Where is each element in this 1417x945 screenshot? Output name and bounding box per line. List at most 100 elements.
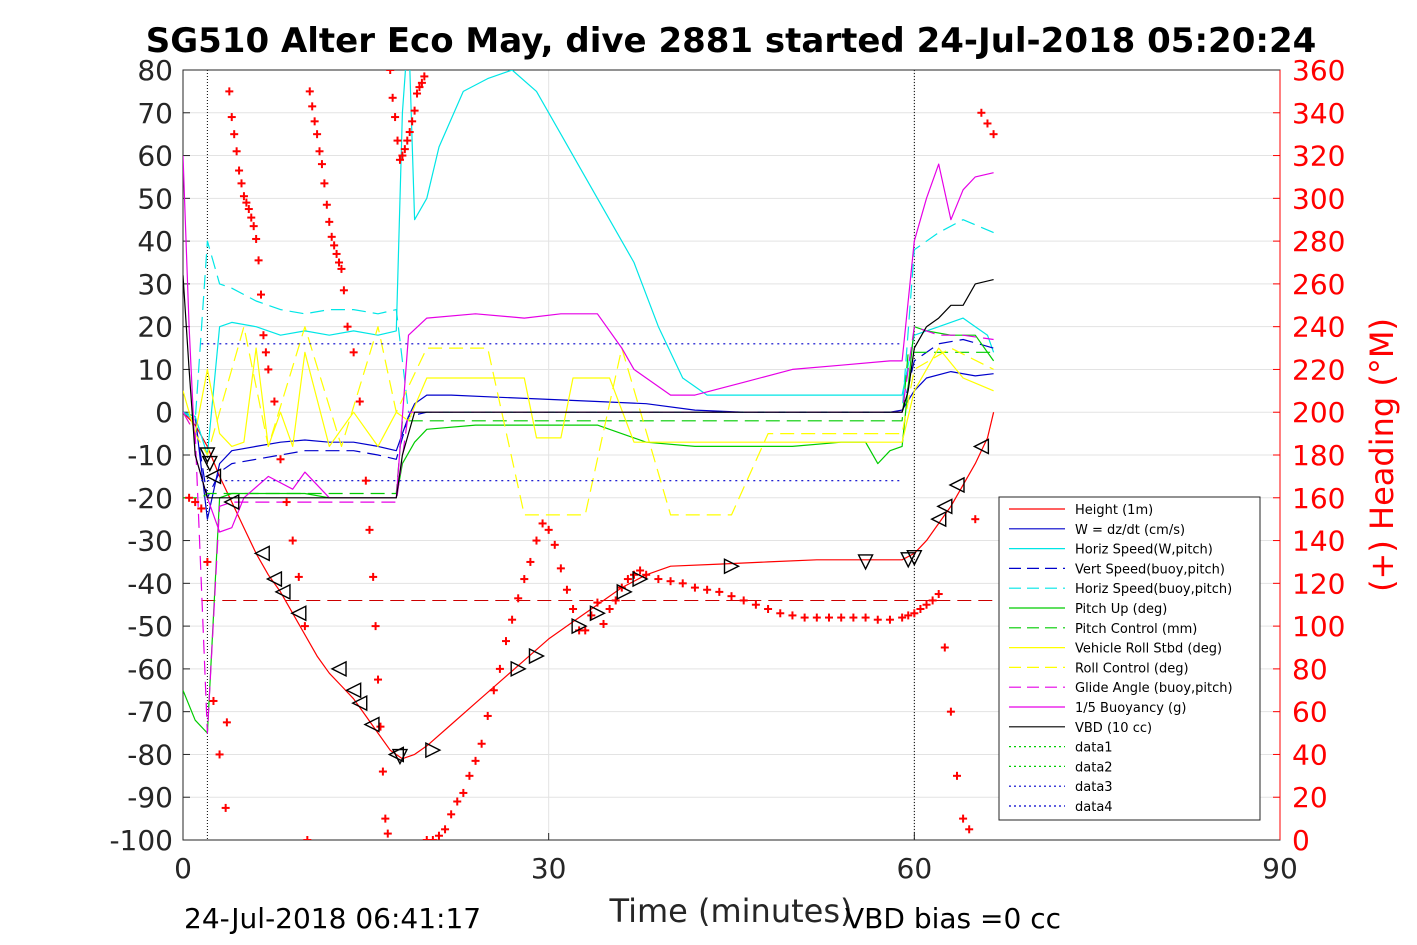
heading-point: [252, 234, 261, 243]
depth-marker: [274, 583, 291, 601]
heading-point: [508, 615, 517, 624]
heading-point: [237, 179, 246, 188]
series-line-8: [183, 326, 994, 516]
heading-point: [361, 476, 370, 485]
y-tick-label: 50: [137, 182, 173, 215]
heading-point: [550, 540, 559, 549]
y-right-tick-label: 220: [1292, 353, 1345, 386]
depth-markers: [199, 438, 990, 766]
legend-label-9: Glide Angle (buoy,pitch): [1075, 681, 1233, 696]
heading-point: [374, 675, 383, 684]
heading-point: [420, 72, 429, 81]
heading-point: [502, 637, 511, 646]
legend-box: [998, 496, 1261, 821]
heading-point: [249, 222, 258, 231]
y-tick-label: -90: [127, 781, 173, 814]
heading-point: [261, 348, 270, 357]
heading-point: [605, 605, 614, 613]
heading-point: [873, 615, 882, 624]
heading-point: [690, 583, 699, 592]
heading-point: [349, 348, 358, 357]
depth-marker: [528, 647, 546, 665]
heading-point: [376, 722, 385, 731]
depth-marker: [616, 583, 633, 601]
heading-point: [959, 814, 968, 823]
heading-point: [434, 831, 443, 840]
heading-point: [556, 564, 565, 573]
x-tick-label: 0: [174, 852, 192, 885]
heading-point: [940, 643, 949, 652]
depth-marker: [391, 748, 409, 766]
heading-point: [636, 566, 645, 575]
heading-point: [623, 575, 632, 584]
heading-point: [526, 557, 535, 566]
heading-point: [495, 664, 504, 673]
legend-label-8: Roll Control (deg): [1075, 661, 1189, 676]
heading-point: [393, 136, 402, 145]
heading-point: [221, 803, 230, 812]
depth-marker: [201, 455, 218, 473]
legend: Height (1m) W = dz/dt (cm/s) Horiz Speed(W…: [998, 496, 1261, 821]
heading-point: [904, 611, 913, 620]
heading-point: [410, 106, 419, 115]
heading-point: [259, 331, 268, 340]
y-tick-label: 10: [137, 353, 173, 386]
y-tick-label: 30: [137, 268, 173, 301]
y-right-tick-label: 120: [1292, 567, 1345, 600]
heading-point: [327, 232, 336, 241]
y-tick-label: 60: [137, 140, 173, 173]
heading-point: [465, 771, 474, 780]
footer-vbd-bias: VBD bias =0 cc: [845, 902, 1061, 935]
legend-label-12: data1: [1075, 741, 1113, 756]
heading-point: [989, 130, 998, 139]
heading-point: [222, 718, 231, 727]
legend-label-2: Horiz Speed(W,pitch): [1075, 543, 1213, 558]
heading-point: [471, 756, 480, 765]
y-tick-label: 40: [137, 225, 173, 258]
y-tick-label: -80: [127, 738, 173, 771]
heading-point: [739, 596, 748, 605]
heading-point: [415, 83, 424, 92]
heading-point: [422, 836, 431, 840]
heading-point: [569, 605, 578, 613]
heading-point: [727, 592, 736, 601]
heading-point: [317, 160, 326, 169]
heading-point: [562, 585, 571, 594]
heading-point: [235, 166, 244, 175]
heading-point: [520, 575, 529, 584]
heading-point: [459, 788, 468, 797]
heading-point: [288, 536, 297, 545]
heading-point: [391, 113, 400, 122]
heading-point: [581, 626, 590, 635]
heading-point: [800, 613, 809, 622]
depth-marker: [265, 570, 283, 588]
heading-point: [242, 198, 251, 207]
heading-point: [270, 397, 279, 406]
legend-label-11: VBD (10 cc): [1075, 721, 1152, 736]
heading-point: [489, 686, 498, 695]
y-right-tick-label: 340: [1292, 97, 1345, 130]
legend-label-4: Horiz Speed(buoy,pitch): [1075, 582, 1232, 597]
heading-point: [611, 596, 620, 605]
heading-point: [325, 217, 334, 226]
heading-point: [257, 290, 266, 299]
y-tick-label: 80: [137, 54, 173, 87]
heading-point: [453, 797, 462, 806]
heading-point: [322, 200, 331, 209]
depth-marker: [199, 447, 216, 464]
depth-marker: [387, 746, 405, 763]
depth-marker: [363, 716, 380, 733]
depth-marker: [972, 438, 990, 455]
y-right-tick-label: 200: [1292, 396, 1345, 429]
heading-point: [400, 145, 409, 154]
y-tick-label: -50: [127, 610, 173, 643]
heading-point: [386, 70, 395, 74]
heading-point: [703, 585, 712, 594]
series-line-9: [183, 326, 994, 734]
heading-point: [398, 151, 407, 160]
y-tick-label: -60: [127, 653, 173, 686]
y-right-tick-label: 40: [1292, 738, 1328, 771]
depth-marker: [936, 498, 953, 515]
heading-point: [405, 128, 414, 137]
